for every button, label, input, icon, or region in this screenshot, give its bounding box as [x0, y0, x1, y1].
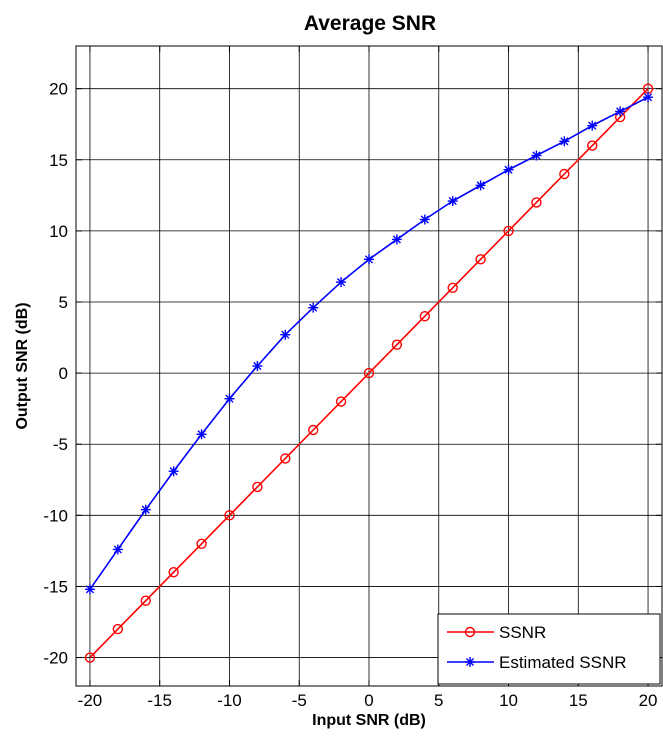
star-stroke: [588, 121, 597, 130]
data-point: [196, 538, 207, 549]
data-point: [280, 329, 291, 340]
star-stroke: [616, 107, 625, 116]
y-tick-label: -10: [43, 506, 68, 525]
data-point: [84, 584, 95, 595]
legend-marker-ssnr: [464, 626, 476, 638]
x-tick-label: 0: [364, 691, 373, 710]
data-point: [559, 168, 570, 180]
data-point: [447, 282, 458, 293]
data-point: [224, 510, 235, 521]
series-estimated-ssnr: [84, 92, 654, 595]
data-point: [419, 214, 430, 225]
x-tick-label: 5: [434, 691, 443, 710]
y-tick-label: -5: [53, 435, 68, 454]
data-point: [252, 361, 263, 371]
star-stroke: [392, 235, 401, 244]
grid: [76, 46, 662, 686]
data-point: [252, 481, 263, 493]
data-point: [391, 339, 403, 350]
legend-marker-estimated: [465, 657, 475, 667]
star-stroke: [169, 467, 178, 476]
y-tick-label: 5: [59, 293, 68, 312]
legend-label-estimated: Estimated SSNR: [499, 653, 627, 672]
star-stroke: [309, 303, 318, 312]
y-tick-label: -20: [43, 649, 68, 668]
y-tick-label: 15: [49, 151, 68, 170]
data-point: [364, 254, 374, 265]
legend-label-ssnr: SSNR: [499, 623, 546, 642]
x-tick-label: 10: [499, 691, 518, 710]
data-point: [335, 396, 347, 407]
series: [84, 83, 654, 663]
y-tick-label: 0: [59, 364, 68, 383]
data-point: [112, 544, 123, 555]
data-point: [559, 136, 570, 147]
star-stroke: [113, 545, 122, 554]
x-tick-label: 15: [569, 691, 588, 710]
data-point: [419, 311, 431, 322]
y-tick-label: 10: [49, 222, 68, 241]
data-point: [196, 429, 207, 440]
data-point: [308, 302, 319, 313]
x-tick-label: 20: [639, 691, 658, 710]
star-stroke: [197, 430, 206, 439]
star-stroke: [476, 181, 485, 190]
legend-box: [437, 613, 661, 685]
data-point: [307, 424, 319, 436]
star-stroke: [420, 215, 429, 224]
star-stroke: [337, 277, 346, 287]
star-stroke: [643, 93, 653, 102]
x-tick-label: -15: [147, 691, 172, 710]
data-point: [503, 164, 514, 175]
data-point: [475, 254, 486, 265]
data-point: [615, 106, 626, 117]
star-stroke: [448, 196, 457, 206]
data-point: [112, 623, 124, 635]
data-point: [447, 196, 458, 207]
data-point: [531, 150, 542, 161]
legend: SSNR Estimated SSNR: [437, 613, 661, 685]
data-point: [140, 504, 151, 515]
y-tick-label: 20: [49, 80, 68, 99]
x-tick-label: -10: [217, 691, 242, 710]
star-stroke: [253, 361, 262, 371]
data-point: [531, 197, 542, 208]
data-point: [84, 652, 96, 663]
data-point: [224, 393, 235, 404]
data-point: [280, 453, 291, 464]
data-point: [503, 225, 514, 237]
chart-title: Average SNR: [304, 12, 436, 35]
star-stroke: [560, 137, 569, 146]
data-point: [168, 466, 179, 477]
star-stroke: [281, 330, 290, 339]
star-stroke: [504, 165, 513, 174]
star-stroke: [141, 505, 150, 514]
x-tick-label: -5: [292, 691, 307, 710]
data-point: [168, 567, 179, 578]
y-tick-label: -15: [43, 577, 68, 596]
x-tick-label: -20: [78, 691, 103, 710]
series-ssnr: [84, 83, 654, 663]
star-stroke: [532, 151, 541, 160]
series-line-ssnr: [89, 88, 649, 659]
data-point: [587, 120, 598, 131]
data-point: [391, 234, 402, 245]
y-axis-label: Output SNR (dB): [14, 302, 31, 429]
star-stroke: [225, 394, 234, 403]
data-point: [363, 367, 375, 379]
star-stroke: [364, 255, 374, 264]
data-point: [336, 277, 347, 288]
star-stroke: [85, 585, 95, 594]
data-point: [587, 140, 598, 151]
data-point: [475, 180, 486, 191]
data-point: [643, 92, 654, 103]
axis-ticks: -20 -15 -10 -5 0 5 10 15 20 -20 -15 -10 -5 0 5 10 15 20: [43, 46, 662, 710]
data-point: [140, 595, 151, 606]
x-axis-label: Input SNR (dB): [312, 712, 426, 729]
